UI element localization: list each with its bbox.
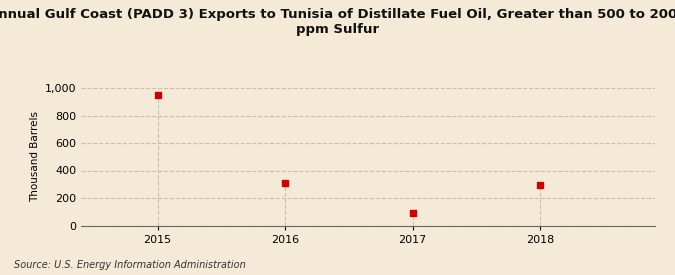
Text: Source: U.S. Energy Information Administration: Source: U.S. Energy Information Administ… <box>14 260 245 270</box>
Text: Annual Gulf Coast (PADD 3) Exports to Tunisia of Distillate Fuel Oil, Greater th: Annual Gulf Coast (PADD 3) Exports to Tu… <box>0 8 675 36</box>
Y-axis label: Thousand Barrels: Thousand Barrels <box>30 111 40 202</box>
